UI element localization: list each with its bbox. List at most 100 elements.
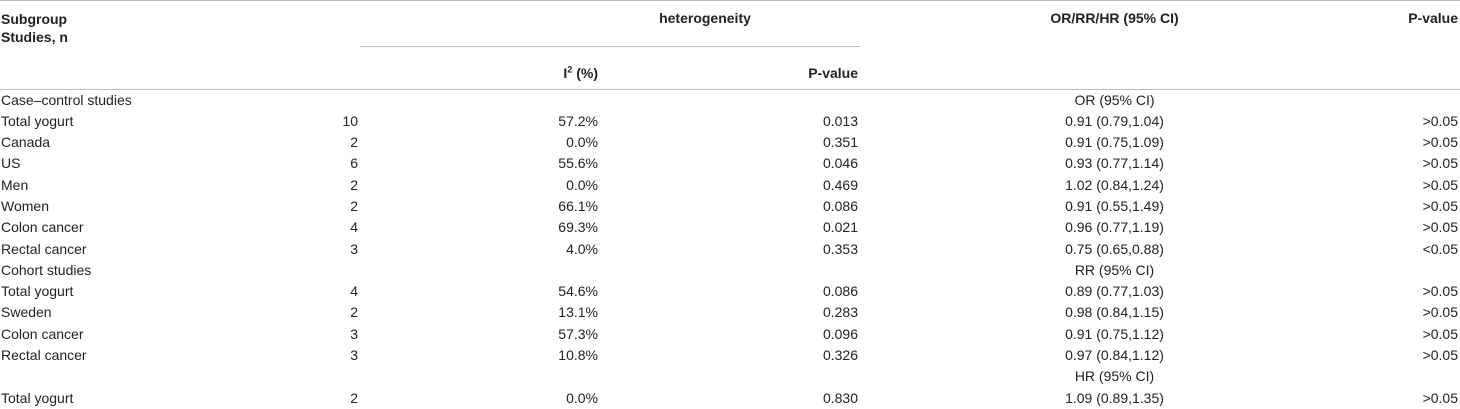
cell-studies-n	[300, 260, 360, 281]
cell-het-pvalue: 0.830	[822, 389, 858, 406]
cell-subgroup: Cohort studies	[1, 261, 92, 278]
cell-i2: 4.0%	[566, 240, 598, 257]
cell-subgroup: Colon cancer	[1, 325, 84, 342]
cell-i2	[360, 260, 600, 281]
section-row: Cohort studies RR (95% CI)	[0, 260, 1460, 281]
table-row: Colon cancer 4 69.3% 0.021 0.96 (0.77,1.19) >…	[0, 217, 1460, 238]
cell-subgroup: Women	[1, 197, 49, 214]
cell-ci: 0.91 (0.75,1.09)	[1065, 134, 1164, 151]
header-subgroup: Subgroup	[1, 11, 68, 27]
cell-pvalue: >0.05	[1422, 304, 1458, 321]
cell-studies-n: 2	[350, 197, 358, 214]
cell-ci: RR (95% CI)	[1074, 261, 1155, 278]
cell-i2: 10.8%	[558, 347, 598, 364]
table-row: Rectal cancer 3 4.0% 0.353 0.75 (0.65,0.88) <…	[0, 239, 1460, 260]
cell-het-pvalue: 0.469	[822, 176, 858, 193]
table-row: Men 2 0.0% 0.469 1.02 (0.84,1.24) >0.05	[0, 175, 1460, 196]
cell-ci: 0.91 (0.75,1.12)	[1065, 325, 1164, 342]
table-header: Subgroup Studies, n heterogeneity OR/RR/…	[0, 0, 1460, 90]
cell-i2: 0.0%	[566, 176, 598, 193]
header-empty-ci	[860, 46, 1189, 90]
cell-ci: 0.89 (0.77,1.03)	[1065, 283, 1164, 300]
cell-het-pvalue	[600, 260, 860, 281]
cell-subgroup	[0, 366, 300, 387]
cell-i2: 13.1%	[558, 304, 598, 321]
cell-pvalue: >0.05	[1422, 176, 1458, 193]
cell-pvalue	[1189, 366, 1460, 387]
header-ci: OR/RR/HR (95% CI)	[860, 0, 1189, 46]
table-row: Total yogurt 10 57.2% 0.013 0.91 (0.79,1.04)…	[0, 111, 1460, 132]
cell-studies-n: 2	[350, 134, 358, 151]
cell-pvalue: >0.05	[1422, 389, 1458, 406]
cell-ci: 0.91 (0.79,1.04)	[1065, 112, 1164, 129]
cell-subgroup: Total yogurt	[1, 389, 74, 406]
cell-pvalue	[1189, 260, 1460, 281]
table-row: Total yogurt 2 0.0% 0.830 1.09 (0.89,1.35) >0…	[0, 388, 1460, 409]
cell-het-pvalue: 0.086	[822, 197, 858, 214]
header-subgroup-cell: Subgroup Studies, n	[0, 0, 360, 46]
cell-pvalue: <0.05	[1422, 240, 1458, 257]
cell-studies-n: 10	[342, 112, 358, 129]
cell-studies-n	[300, 89, 360, 111]
cell-het-pvalue: 0.351	[822, 134, 858, 151]
header-i2: I2 (%)	[360, 46, 600, 90]
table-row: Canada 2 0.0% 0.351 0.91 (0.75,1.09) >0.05	[0, 132, 1460, 153]
cell-i2	[360, 366, 600, 387]
cell-het-pvalue: 0.013	[822, 112, 858, 129]
cell-het-pvalue: 0.086	[822, 283, 858, 300]
cell-studies-n: 4	[350, 283, 358, 300]
cell-pvalue: >0.05	[1422, 347, 1458, 364]
cell-ci: 1.02 (0.84,1.24)	[1065, 176, 1164, 193]
cell-i2	[360, 89, 600, 111]
table-row: Colon cancer 3 57.3% 0.096 0.91 (0.75,1.12) >…	[0, 324, 1460, 345]
section-row: HR (95% CI)	[0, 366, 1460, 387]
header-het-pvalue: P-value	[600, 46, 860, 90]
header-empty-left	[0, 46, 360, 90]
header-studies: Studies, n	[1, 29, 68, 45]
cell-studies-n: 3	[350, 347, 358, 364]
cell-studies-n: 2	[350, 389, 358, 406]
cell-ci: 0.91 (0.55,1.49)	[1065, 197, 1164, 214]
cell-studies-n: 6	[350, 155, 358, 172]
cell-subgroup: Sweden	[1, 304, 52, 321]
table-row: Women 2 66.1% 0.086 0.91 (0.55,1.49) >0.05	[0, 196, 1460, 217]
cell-i2: 54.6%	[558, 283, 598, 300]
cell-subgroup: Total yogurt	[1, 112, 74, 129]
cell-i2: 0.0%	[566, 389, 598, 406]
cell-het-pvalue	[600, 366, 860, 387]
cell-het-pvalue	[600, 89, 860, 111]
cell-pvalue: >0.05	[1422, 112, 1458, 129]
cell-ci: 0.96 (0.77,1.19)	[1065, 219, 1164, 236]
cell-subgroup: Rectal cancer	[1, 347, 87, 364]
section-row: Case–control studies OR (95% CI)	[0, 89, 1460, 111]
cell-pvalue: >0.05	[1422, 325, 1458, 342]
cell-i2: 57.2%	[558, 112, 598, 129]
table-row: US 6 55.6% 0.046 0.93 (0.77,1.14) >0.05	[0, 153, 1460, 174]
table-row: Sweden 2 13.1% 0.283 0.98 (0.84,1.15) >0.05	[0, 302, 1460, 323]
cell-het-pvalue: 0.326	[822, 347, 858, 364]
cell-ci: HR (95% CI)	[1074, 368, 1155, 385]
cell-pvalue: >0.05	[1422, 134, 1458, 151]
table-row: Rectal cancer 3 10.8% 0.326 0.97 (0.84,1.12)…	[0, 345, 1460, 366]
cell-pvalue: >0.05	[1422, 155, 1458, 172]
cell-het-pvalue: 0.353	[822, 240, 858, 257]
cell-studies-n: 4	[350, 219, 358, 236]
table-row: Total yogurt 4 54.6% 0.086 0.89 (0.77,1.03) >…	[0, 281, 1460, 302]
cell-pvalue: >0.05	[1422, 197, 1458, 214]
cell-ci: OR (95% CI)	[1074, 91, 1155, 108]
cell-subgroup: Men	[1, 176, 29, 193]
cell-ci: 0.97 (0.84,1.12)	[1065, 347, 1164, 364]
cell-i2: 66.1%	[558, 197, 598, 214]
cell-i2: 0.0%	[566, 134, 598, 151]
header-heterogeneity: heterogeneity	[360, 0, 860, 47]
table-body: Case–control studies OR (95% CI) Total yog…	[0, 89, 1460, 409]
cell-ci: 0.93 (0.77,1.14)	[1065, 155, 1164, 172]
cell-studies-n: 3	[350, 240, 358, 257]
cell-subgroup: Colon cancer	[1, 219, 84, 236]
cell-i2: 55.6%	[558, 155, 598, 172]
cell-ci: 0.98 (0.84,1.15)	[1065, 304, 1164, 321]
header-pvalue: P-value	[1189, 0, 1460, 46]
cell-studies-n: 2	[350, 176, 358, 193]
